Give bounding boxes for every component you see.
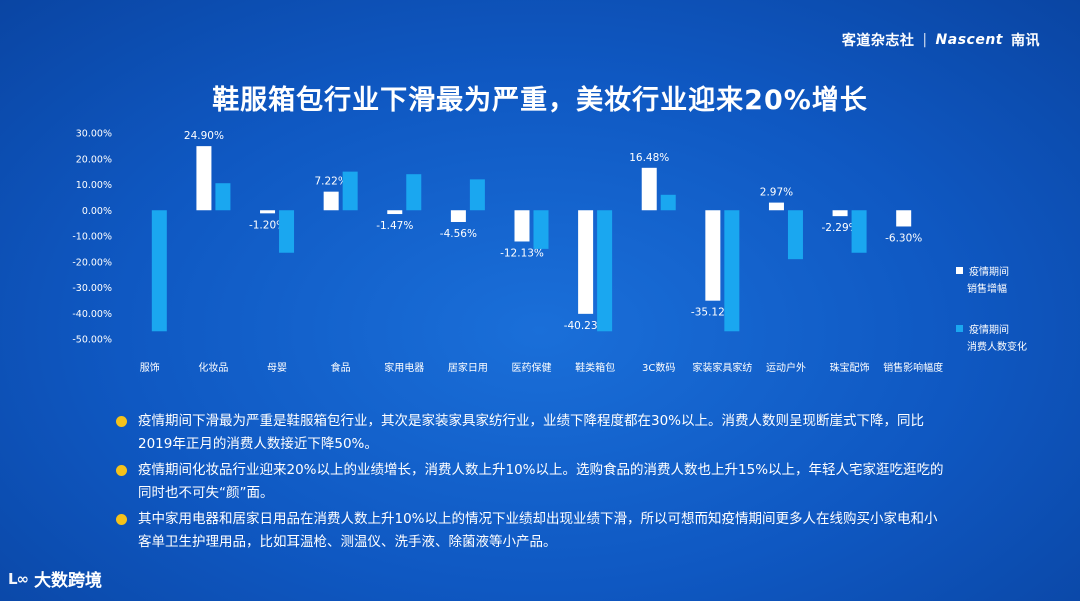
data-label: -6.30% [885, 232, 922, 244]
y-tick-label: -50.00% [72, 335, 112, 346]
legend-swatch [956, 267, 963, 274]
x-tick-label: 家装家具家纺 [692, 361, 752, 374]
y-tick-label: 30.00% [76, 129, 112, 140]
bar-consumer-change [787, 210, 803, 260]
bullet-item: 其中家用电器和居家日用品在消费人数上升10%以上的情况下业绩却出现业绩下滑，所以… [116, 508, 946, 554]
page-title: 鞋服箱包行业下滑最为严重，美妆行业迎来20%增长 [212, 85, 868, 116]
bullet-text: 疫情期间化妆品行业迎来20%以上的业绩增长，消费人数上升10%以上。选购食品的消… [138, 462, 944, 501]
brand-cn: 客道杂志社 [841, 33, 915, 49]
logo-mark-icon: L∞ [8, 569, 29, 588]
data-label: -12.13% [500, 247, 544, 259]
x-tick-label: 食品 [331, 361, 351, 374]
bar-consumer-change [342, 171, 358, 211]
x-tick-label: 化妆品 [198, 361, 228, 374]
bar-sales-growth [641, 167, 657, 211]
bar-sales-growth [450, 210, 466, 222]
legend-entry: 疫情期间 [969, 323, 1009, 336]
y-tick-label: -30.00% [72, 283, 112, 294]
bullet-item: 疫情期间下滑最为严重是鞋服箱包行业，其次是家装家具家纺行业，业绩下降程度都在30… [116, 410, 946, 456]
data-label: -2.29% [821, 222, 858, 234]
footer-logo-text: 大数跨境 [34, 571, 103, 591]
x-tick-label: 服饰 [140, 361, 160, 374]
bar-consumer-change [660, 194, 676, 211]
brand-en: Nascent [935, 32, 1003, 48]
bar-consumer-change [215, 183, 231, 211]
legend-swatch [956, 325, 963, 332]
brand-separator: | [922, 32, 928, 48]
bar-chart: 30.00% 20.00% 10.00% 0.00% -10.00% -20.00% -30… [72, 129, 1027, 374]
bar-consumer-change [724, 210, 740, 332]
data-label: -35.12% [691, 307, 735, 319]
x-tick-label: 销售影响幅度 [883, 361, 943, 374]
bullet-dot-icon [116, 465, 127, 476]
bullet-dot-icon [116, 416, 127, 427]
data-label: 7.22% [314, 176, 347, 188]
bar-consumer-change [279, 210, 295, 253]
legend-entry: 消费人数变化 [967, 340, 1027, 353]
data-label: 16.48% [629, 152, 669, 164]
data-label: -1.20% [249, 219, 286, 231]
x-tick-label: 家用电器 [384, 361, 424, 374]
bar-sales-growth [705, 210, 721, 301]
bullet-text: 其中家用电器和居家日用品在消费人数上升10%以上的情况下业绩却出现业绩下滑，所以… [138, 511, 938, 550]
legend-entry: 疫情期间 [969, 265, 1009, 278]
x-tick-label: 鞋类箱包 [575, 361, 615, 374]
bar-sales-growth [323, 191, 339, 211]
y-tick-label: 0.00% [82, 206, 112, 217]
y-tick-label: -40.00% [72, 309, 112, 320]
bar-sales-growth [768, 202, 784, 211]
y-tick-label: 10.00% [76, 180, 112, 191]
data-label: -40.23% [564, 320, 608, 332]
bar-sales-growth [578, 210, 594, 314]
brand-header: 客道杂志社 | Nascent 南讯 [842, 30, 1040, 50]
legend-entry: 销售增幅 [967, 282, 1007, 295]
y-tick-label: 20.00% [76, 154, 112, 165]
brand-en-cn: 南讯 [1011, 33, 1040, 49]
bar-sales-growth [196, 146, 212, 211]
bar-consumer-change [597, 210, 613, 332]
bullet-list: 疫情期间下滑最为严重是鞋服箱包行业，其次是家装家具家纺行业，业绩下降程度都在30… [116, 410, 946, 557]
y-tick-label: -10.00% [72, 232, 112, 243]
x-tick-label: 母婴 [267, 362, 287, 374]
x-tick-label: 居家日用 [448, 361, 488, 374]
bar-sales-growth [832, 210, 848, 217]
bar-sales-growth [387, 210, 403, 215]
x-tick-label: 3C数码 [642, 361, 675, 374]
footer-logo: L∞ 大数跨境 [8, 566, 103, 592]
bullet-dot-icon [116, 514, 127, 525]
x-tick-label: 运动户外 [766, 361, 806, 374]
data-label: 2.97% [760, 187, 793, 199]
bullet-item: 疫情期间化妆品行业迎来20%以上的业绩增长，消费人数上升10%以上。选购食品的消… [116, 459, 946, 505]
bar-consumer-change [533, 210, 549, 249]
bar-consumer-change [151, 210, 167, 332]
bar-sales-growth [514, 210, 530, 242]
data-label: -1.47% [376, 220, 413, 232]
bar-consumer-change [469, 179, 485, 211]
bar-consumer-change [851, 210, 867, 253]
bar-sales-growth [896, 210, 912, 227]
bullet-text: 疫情期间下滑最为严重是鞋服箱包行业，其次是家装家具家纺行业，业绩下降程度都在30… [138, 413, 925, 452]
data-label: -4.56% [440, 228, 477, 240]
y-tick-label: -20.00% [72, 257, 112, 268]
data-label: 24.90% [184, 130, 224, 142]
x-tick-label: 医药保健 [512, 361, 552, 374]
bar-sales-growth [260, 210, 276, 214]
x-tick-label: 珠宝配饰 [830, 361, 870, 374]
bar-consumer-change [406, 174, 422, 211]
